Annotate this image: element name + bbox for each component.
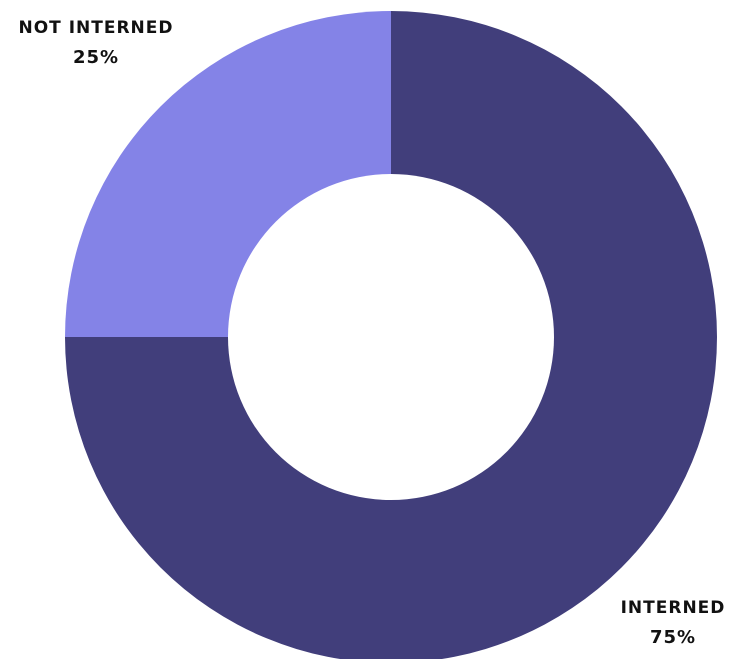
slice-label-interned: INTERNED 75% (621, 598, 726, 648)
slice-label-interned-percent: 75% (650, 627, 696, 648)
slice-label-interned-name: INTERNED (621, 598, 726, 618)
donut-hole (228, 174, 554, 500)
slice-label-not-interned: NOT INTERNED 25% (19, 18, 174, 68)
slice-label-not-interned-percent: 25% (73, 47, 119, 68)
slice-label-not-interned-name: NOT INTERNED (19, 18, 174, 38)
slice-interned (65, 11, 717, 659)
